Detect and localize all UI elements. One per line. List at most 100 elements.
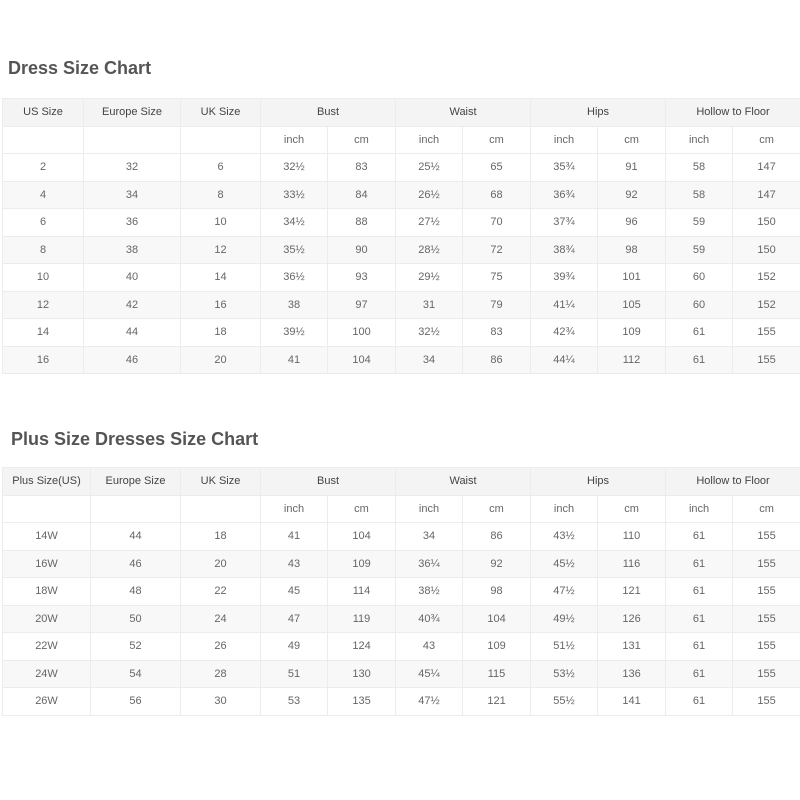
table-cell: 109 [462, 632, 532, 661]
unit-header: inch [530, 125, 599, 154]
table-cell: 135 [326, 687, 397, 716]
table-cell: 48 [90, 577, 181, 606]
table-cell: 104 [462, 604, 532, 633]
table-cell: 34 [395, 522, 464, 551]
table-cell: 31 [395, 290, 464, 319]
table-cell: 152 [732, 263, 800, 292]
column-header: Waist [395, 467, 532, 496]
table-cell: 83 [326, 153, 397, 182]
table-cell: 34 [83, 180, 181, 209]
table-cell: 36½ [260, 263, 328, 292]
table-cell: 24W [2, 659, 91, 688]
table-cell: 32½ [260, 153, 328, 182]
column-header: Bust [259, 467, 397, 496]
table-cell: 88 [326, 208, 397, 237]
table-cell: 45 [260, 577, 328, 606]
unit-header: inch [260, 125, 328, 154]
table-cell: 28½ [395, 235, 464, 264]
table-cell: 61 [665, 604, 734, 633]
table-cell: 41 [260, 522, 328, 551]
table-cell: 110 [597, 522, 667, 551]
table-cell: 18W [2, 577, 91, 606]
table-cell: 155 [732, 632, 800, 661]
unit-header: cm [326, 125, 397, 154]
unit-header: cm [462, 494, 532, 523]
table-cell: 121 [462, 687, 532, 716]
table-cell: 155 [732, 687, 800, 716]
table-row: 4 34 8 33½ 84 26½ 68 36¾ 92 58 147 [2, 180, 800, 209]
table-cell: 75 [462, 263, 532, 292]
table-cell: 61 [665, 522, 734, 551]
table-cell: 116 [597, 549, 667, 578]
table-cell: 38¾ [530, 235, 599, 264]
table-cell: 24 [180, 604, 261, 633]
table-cell: 34 [395, 345, 464, 374]
table-cell: 36¼ [395, 549, 464, 578]
table-row: 26W 56 30 53 135 47½ 121 55½ 141 61 155 [2, 687, 800, 716]
table-cell: 8 [2, 235, 84, 264]
table-cell: 34½ [260, 208, 328, 237]
table-cell: 40¾ [395, 604, 464, 633]
table-cell: 58 [665, 180, 734, 209]
table-row: 6 36 10 34½ 88 27½ 70 37¾ 96 59 150 [2, 208, 800, 237]
table-cell: 41 [260, 345, 328, 374]
unit-header: inch [395, 494, 464, 523]
unit-header: cm [732, 494, 800, 523]
table-cell: 14 [2, 318, 84, 347]
header-row: US Size Europe Size UK Size Bust Waist Hips Ho… [2, 98, 800, 127]
column-header: US Size [2, 98, 84, 127]
unit-header: inch [260, 494, 328, 523]
table-cell: 18 [180, 318, 261, 347]
table-cell: 39½ [260, 318, 328, 347]
table-cell: 12 [180, 235, 261, 264]
table-row: 16W 46 20 43 109 36¼ 92 45½ 116 61 155 [2, 549, 800, 578]
column-header: Europe Size [90, 467, 181, 496]
table-cell: 51 [260, 659, 328, 688]
unit-header: inch [665, 125, 734, 154]
table-cell: 124 [326, 632, 397, 661]
table-cell: 6 [180, 153, 261, 182]
table-cell: 44¼ [530, 345, 599, 374]
column-header: UK Size [180, 467, 261, 496]
table-cell: 114 [326, 577, 397, 606]
table-cell: 32 [83, 153, 181, 182]
column-header: Europe Size [83, 98, 181, 127]
table-row: 22W 52 26 49 124 43 109 51½ 131 61 155 [2, 632, 800, 661]
table-cell: 45½ [530, 549, 599, 578]
dress-size-table: US Size Europe Size UK Size Bust Waist Hips Ho… [2, 98, 800, 374]
table-cell: 49 [260, 632, 328, 661]
table-cell: 22 [180, 577, 261, 606]
table-cell: 131 [597, 632, 667, 661]
table-cell: 42¾ [530, 318, 599, 347]
table-cell: 68 [462, 180, 532, 209]
table-cell: 115 [462, 659, 532, 688]
table-cell: 79 [462, 290, 532, 319]
table-row: 14W 44 18 41 104 34 86 43½ 110 61 155 [2, 522, 800, 551]
table-cell: 26 [180, 632, 261, 661]
table-cell: 2 [2, 153, 84, 182]
table-cell: 155 [732, 577, 800, 606]
table-cell: 47½ [530, 577, 599, 606]
table-cell: 104 [326, 522, 397, 551]
table-cell: 47½ [395, 687, 464, 716]
plus-size-chart-title: Plus Size Dresses Size Chart [11, 429, 259, 449]
unit-header: cm [326, 494, 397, 523]
table-cell: 155 [732, 659, 800, 688]
table-cell: 93 [326, 263, 397, 292]
table-cell: 70 [462, 208, 532, 237]
table-cell: 39¾ [530, 263, 599, 292]
table-cell: 61 [665, 632, 734, 661]
table-cell: 61 [665, 659, 734, 688]
table-cell: 155 [732, 522, 800, 551]
table-cell: 6 [2, 208, 84, 237]
table-cell: 51½ [530, 632, 599, 661]
table-cell: 10 [2, 263, 84, 292]
table-cell: 25½ [395, 153, 464, 182]
table-cell: 105 [597, 290, 667, 319]
table-cell: 65 [462, 153, 532, 182]
table-row: 16 46 20 41 104 34 86 44¼ 112 61 155 [2, 345, 800, 374]
table-cell: 91 [597, 153, 667, 182]
table-cell: 54 [90, 659, 181, 688]
column-header: Bust [259, 98, 397, 127]
table-cell: 43½ [530, 522, 599, 551]
